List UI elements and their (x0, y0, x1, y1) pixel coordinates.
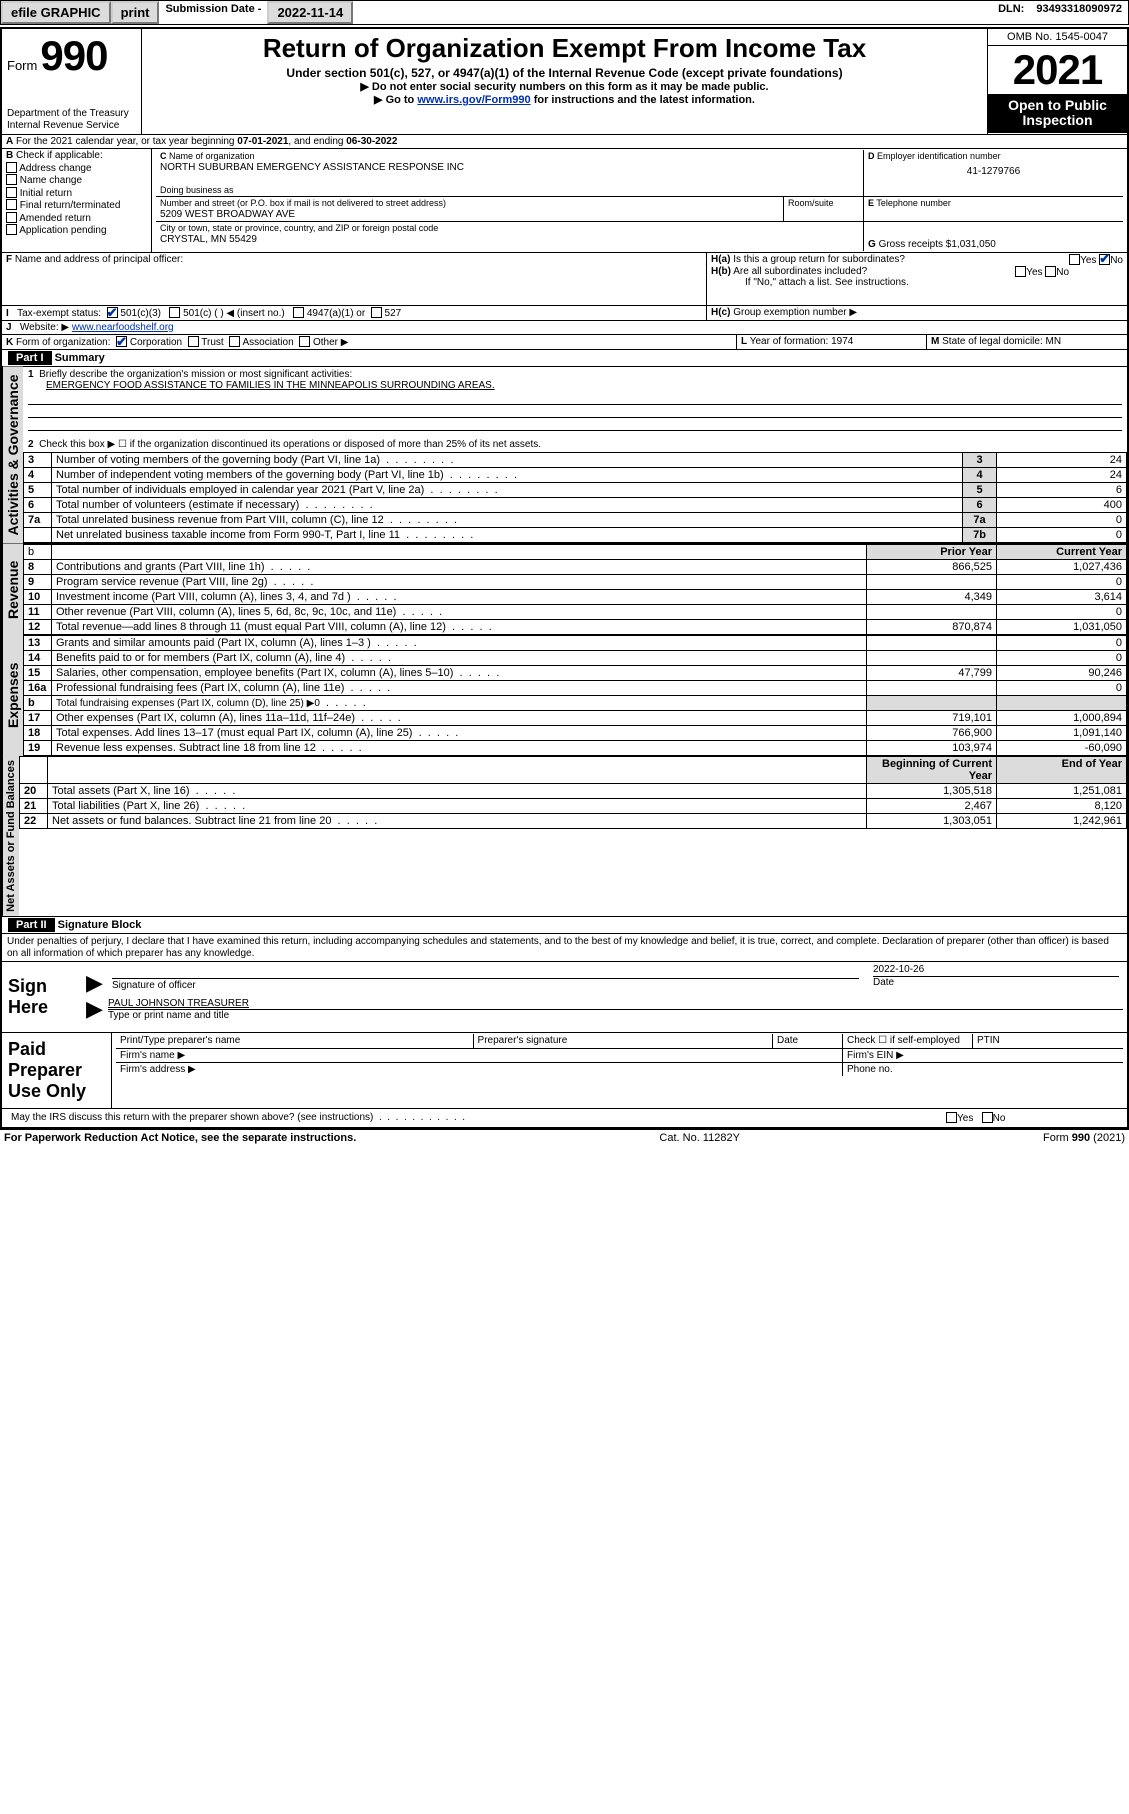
sub-date-label: Submission Date - (159, 1, 267, 24)
sign-here-label: Sign Here (2, 962, 82, 1032)
ein-value: 41-1279766 (868, 166, 1119, 178)
state-domicile: MN (1046, 336, 1062, 347)
mission-text: EMERGENCY FOOD ASSISTANCE TO FAMILIES IN… (46, 380, 1122, 392)
website-link[interactable]: www.nearfoodshelf.org (72, 322, 174, 333)
box-b: B Check if applicable: Address change Na… (2, 149, 152, 252)
q2-label: Check this box ▶ ☐ if the organization d… (39, 439, 541, 450)
paid-preparer-label: Paid Preparer Use Only (2, 1033, 112, 1108)
governance-table: 3Number of voting members of the governi… (23, 452, 1127, 543)
org-name: NORTH SUBURBAN EMERGENCY ASSISTANCE RESP… (160, 162, 859, 174)
box-f: F Name and address of principal officer: (2, 253, 707, 305)
jurat-text: Under penalties of perjury, I declare th… (2, 934, 1127, 961)
form-number: 990 (40, 32, 107, 79)
self-employed-label: Check ☐ if self-employed (843, 1034, 973, 1048)
cat-no: Cat. No. 11282Y (659, 1132, 740, 1144)
vlabel-revenue: Revenue (2, 544, 23, 635)
top-bar: efile GRAPHIC print Submission Date - 20… (0, 0, 1129, 25)
hc-label: Group exemption number ▶ (733, 307, 857, 318)
expenses-table: 13Grants and similar amounts paid (Part … (23, 635, 1127, 756)
sub-date: 2022-11-14 (267, 1, 353, 24)
form-word: Form (7, 58, 37, 73)
firm-ein-label: Firm's EIN ▶ (843, 1049, 1123, 1062)
year-formation: 1974 (831, 336, 853, 347)
street: 5209 WEST BROADWAY AVE (160, 209, 779, 221)
part1-header: Part I Summary (2, 349, 1127, 367)
hb-label: Are all subordinates included? (733, 266, 867, 277)
ein-label: Employer identification number (877, 151, 1001, 161)
irs-label: Internal Revenue Service (7, 120, 136, 132)
prep-sig-label: Preparer's signature (474, 1034, 773, 1048)
vlabel-governance: Activities & Governance (2, 367, 23, 544)
dept-label: Department of the Treasury (7, 108, 136, 120)
form-title: Return of Organization Exempt From Incom… (147, 33, 982, 64)
firm-phone-label: Phone no. (843, 1063, 1123, 1076)
revenue-table: bPrior YearCurrent Year 8Contributions a… (23, 544, 1127, 635)
firm-name-label: Firm's name ▶ (116, 1049, 843, 1062)
hb-note: If "No," attach a list. See instructions… (711, 277, 1123, 289)
form990-link[interactable]: www.irs.gov/Form990 (417, 94, 530, 106)
website-label: Website: ▶ (20, 322, 69, 333)
sig-date-label: Date (873, 976, 1119, 988)
subtitle-1: Under section 501(c), 527, or 4947(a)(1)… (147, 66, 982, 80)
dln-label: DLN: (992, 1, 1030, 24)
prep-name-label: Print/Type preparer's name (116, 1034, 474, 1048)
phone-label: Telephone number (876, 198, 951, 208)
dln-value: 93493318090972 (1030, 1, 1128, 24)
form-org-label: Form of organization: (16, 337, 111, 348)
ha-label: Is this a group return for subordinates? (733, 254, 905, 265)
gross-receipts: G Gross receipts $1,031,050 (863, 222, 1123, 251)
otp-2: Inspection (990, 113, 1125, 128)
subtitle-2: Do not enter social security numbers on … (147, 80, 982, 93)
goto-a: Go to (386, 94, 418, 106)
ptin-label: PTIN (973, 1034, 1123, 1048)
part2-header: Part II Signature Block (2, 916, 1127, 934)
sig-date: 2022-10-26 (873, 964, 1119, 975)
form-header: Form 990 Department of the Treasury Inte… (2, 29, 1127, 135)
sign-arrow-icon: ▶▶ (82, 962, 104, 1032)
line-a: A For the 2021 calendar year, or tax yea… (2, 135, 1127, 149)
firm-addr-label: Firm's address ▶ (116, 1063, 843, 1076)
sig-officer-label: Signature of officer (112, 978, 859, 991)
c-name-label: Name of organization (169, 151, 255, 161)
otp-1: Open to Public (990, 98, 1125, 113)
efile-badge: efile GRAPHIC (1, 1, 111, 24)
street-label: Number and street (or P.O. box if mail i… (160, 198, 779, 208)
tax-year: 2021 (988, 46, 1127, 94)
type-name-label: Type or print name and title (108, 1009, 1123, 1021)
city: CRYSTAL, MN 55429 (160, 234, 859, 246)
dba-label: Doing business as (160, 185, 859, 195)
vlabel-expenses: Expenses (2, 635, 23, 756)
tax-status-label: Tax-exempt status: (17, 308, 101, 319)
prep-date-label: Date (773, 1034, 843, 1048)
pra-notice: For Paperwork Reduction Act Notice, see … (4, 1132, 356, 1144)
vlabel-net: Net Assets or Fund Balances (2, 756, 19, 916)
omb-number: OMB No. 1545-0047 (988, 29, 1127, 46)
netassets-table: Beginning of Current YearEnd of Year 20T… (19, 756, 1127, 829)
print-button[interactable]: print (111, 1, 160, 24)
room-label: Room/suite (783, 197, 863, 221)
goto-b: for instructions and the latest informat… (531, 94, 755, 106)
city-label: City or town, state or province, country… (160, 223, 859, 233)
q1-label: Briefly describe the organization's miss… (39, 369, 352, 380)
discuss-label: May the IRS discuss this return with the… (11, 1112, 373, 1123)
officer-name: PAUL JOHNSON TREASURER (108, 998, 1123, 1009)
